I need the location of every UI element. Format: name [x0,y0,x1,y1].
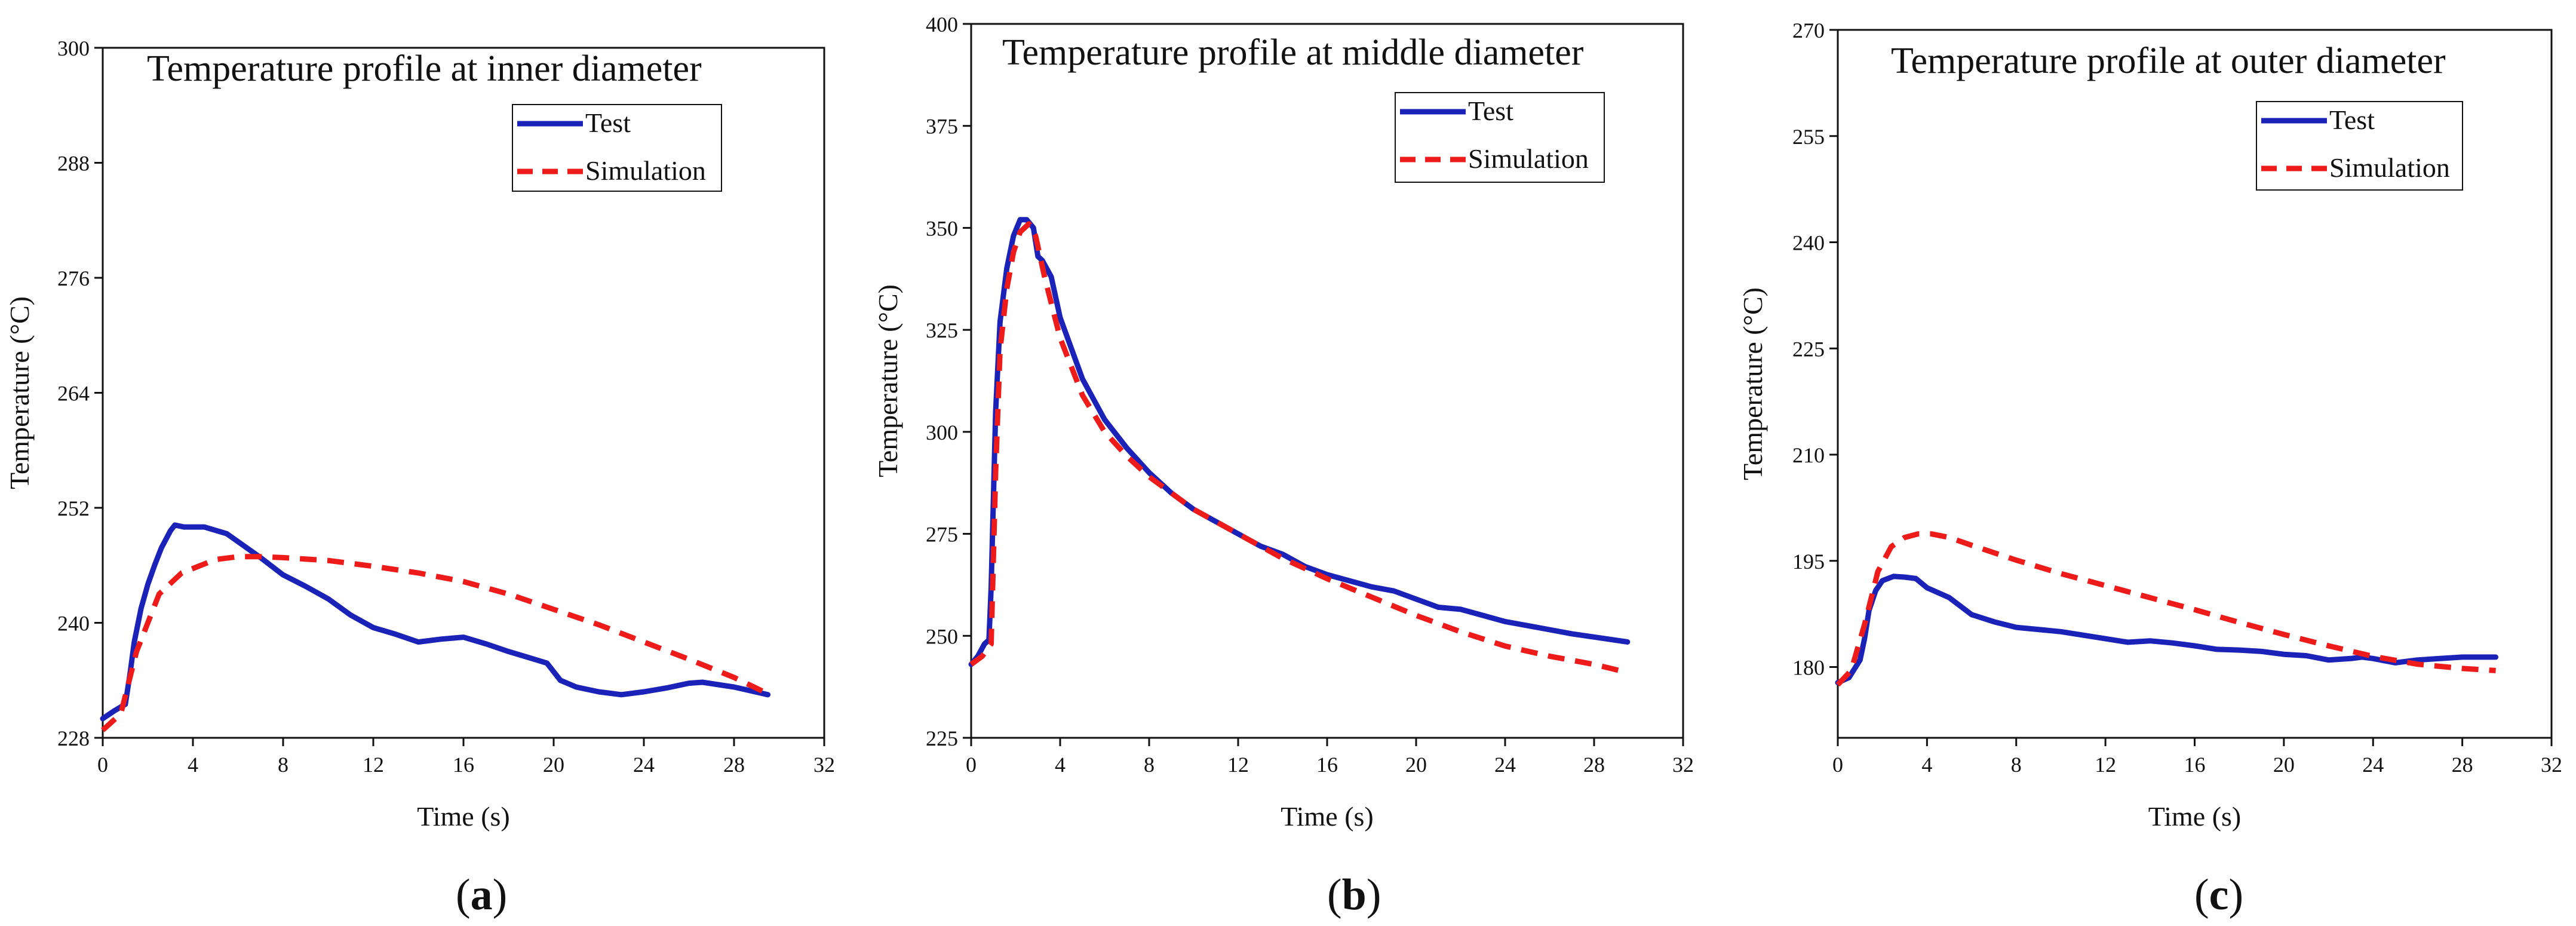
y-tick-label: 210 [1792,443,1825,467]
x-tick-label: 4 [188,753,198,777]
x-axis-label: Time (s) [2148,801,2242,832]
y-tick-label: 264 [57,382,90,406]
caption-letter: b [1342,870,1367,919]
x-tick-label: 16 [2184,753,2206,777]
x-tick-label: 4 [1921,753,1932,777]
y-tick-label: 350 [926,216,958,240]
y-tick-label: 275 [926,523,958,547]
legend-label-simulation: Simulation [2329,152,2450,183]
y-tick-label: 288 [57,152,90,176]
y-tick-label: 300 [57,36,90,60]
chart-title: Temperature profile at inner diameter [147,48,702,89]
panel-caption: (b) [1327,870,1381,919]
y-tick-label: 180 [1792,656,1825,680]
legend-label-simulation: Simulation [1468,143,1589,174]
x-tick-label: 32 [1672,753,1694,777]
x-tick-label: 24 [633,753,655,777]
x-tick-label: 16 [1316,753,1338,777]
x-tick-label: 20 [1405,753,1427,777]
x-tick-label: 28 [723,753,745,777]
chart-title: Temperature profile at middle diameter [1002,32,1584,73]
y-tick-label: 325 [926,318,958,342]
x-axis-label: Time (s) [1281,801,1374,832]
y-axis-label: Temperature (°C) [4,296,35,489]
caption-open-paren: ( [1327,870,1342,919]
caption-close-paren: ) [1367,870,1381,919]
x-tick-label: 0 [97,753,108,777]
x-tick-label: 28 [2452,753,2473,777]
chart-panel-a: 0 4 8 12 16 20 24 28 32 228 240 252 264 276 288 300 Time… [4,36,835,919]
chart-panel-b: 0 4 8 12 16 20 24 28 32 225 250 275 300 325 350 375 400 T… [873,13,1694,919]
caption-letter: a [471,870,493,919]
series-line-simulation [969,221,1628,676]
y-axis-label: Temperature (°C) [873,284,903,477]
caption-open-paren: ( [2194,870,2209,919]
legend-box [2256,101,2463,191]
y-tick-label: 276 [57,266,90,290]
caption-close-paren: ) [2229,870,2244,919]
x-tick-label: 4 [1055,753,1066,777]
x-tick-label: 0 [966,753,977,777]
y-tick-label: 225 [1792,337,1825,361]
y-tick-label: 300 [926,421,958,444]
y-tick-label: 228 [57,726,90,750]
y-tick-label: 250 [926,624,958,648]
x-tick-label: 8 [278,753,288,777]
legend: Test Simulation [1395,92,1605,183]
x-tick-label: 24 [2362,753,2384,777]
chart-title: Temperature profile at outer diameter [1891,41,2446,81]
x-tick-label: 12 [2095,753,2116,777]
series-line-test [1835,574,2499,686]
series-line-test [100,522,771,722]
x-tick-label: 8 [1144,753,1155,777]
x-tick-label: 32 [2541,753,2562,777]
legend-box [1395,92,1605,183]
legend-label-test: Test [2329,105,2375,135]
legend-label-test: Test [585,108,631,138]
panel-caption: (c) [2194,870,2243,919]
series-line-simulation [1835,531,2496,687]
y-tick-label: 255 [1792,125,1825,149]
panel-caption: (a) [456,870,507,919]
x-tick-label: 8 [2011,753,2022,777]
series-line-test [968,217,1631,667]
x-tick-label: 20 [543,753,564,777]
x-tick-label: 12 [363,753,384,777]
y-tick-label: 270 [1792,19,1825,42]
y-tick-label: 240 [1792,231,1825,255]
x-axis-label: Time (s) [417,801,510,832]
y-tick-label: 240 [57,612,90,636]
x-tick-label: 16 [453,753,474,777]
y-tick-label: 375 [926,115,958,139]
x-tick-label: 28 [1583,753,1605,777]
x-tick-label: 12 [1227,753,1249,777]
x-tick-label: 32 [813,753,835,777]
chart-panel-c: 0 4 8 12 16 20 24 28 32 180 195 210 225 240 255 270 Time… [1737,19,2562,919]
x-tick-label: 20 [2273,753,2295,777]
y-tick-label: 400 [926,13,958,36]
legend: Test Simulation [512,104,722,192]
legend-label-test: Test [1468,96,1513,126]
caption-open-paren: ( [456,870,471,919]
legend-label-simulation: Simulation [585,155,706,186]
y-tick-label: 195 [1792,550,1825,574]
caption-close-paren: ) [493,870,508,919]
series-line-simulation [100,554,769,732]
caption-letter: c [2209,870,2229,919]
x-tick-label: 0 [1832,753,1843,777]
y-tick-label: 252 [57,496,90,520]
legend-box [512,104,722,192]
y-axis-label: Temperature (°C) [1737,287,1768,480]
y-tick-label: 225 [926,726,958,750]
x-tick-label: 24 [1494,753,1516,777]
legend: Test Simulation [2256,101,2463,191]
